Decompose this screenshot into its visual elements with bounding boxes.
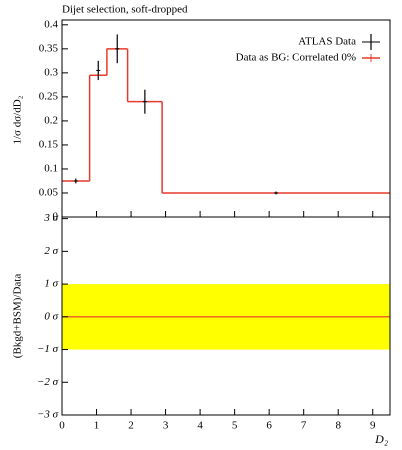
chart-title: Dijet selection, soft-dropped [62,4,188,16]
x-tick-label: 7 [301,420,307,432]
x-tick-label: 2 [128,420,134,432]
y-tick-label: 0.05 [39,187,59,199]
y-tick-label: −3 σ [37,409,59,421]
y-tick-label: 0.15 [39,138,59,150]
x-axis-label: D₂ [374,432,388,446]
x-tick-label: 0 [59,420,65,432]
y-tick-label: 0.3 [44,66,58,78]
y-tick-label: 0 [53,211,59,223]
x-tick-label: 9 [370,420,376,432]
y-tick-label: −2 σ [37,376,59,388]
y-tick-label: 1 σ [44,278,58,290]
y-tick-label: 0.35 [39,42,59,54]
y-tick-label: 0.4 [44,18,58,30]
y-tick-label: 2 σ [44,245,58,257]
x-tick-label: 5 [232,420,238,432]
x-tick-label: 6 [266,420,272,432]
legend-label: ATLAS Data [298,36,356,48]
x-tick-label: 8 [335,420,341,432]
x-tick-label: 1 [94,420,100,432]
plot-frame [61,216,391,416]
y-axis-label: 1/σ dσ/dD₂ [12,95,24,144]
legend-label: Data as BG: Correlated 0% [236,52,356,64]
y-axis-label: (Bkgd+BSM)/Data [12,274,24,359]
y-tick-label: 3 σ [43,212,58,224]
y-tick-label: −1 σ [37,343,59,355]
x-tick-label: 3 [163,420,169,432]
y-tick-label: 0 σ [44,310,58,322]
y-tick-label: 0.25 [39,90,59,102]
x-tick-label: 4 [197,420,203,432]
y-tick-label: 0.2 [44,114,58,126]
y-tick-label: 0.1 [44,162,58,174]
